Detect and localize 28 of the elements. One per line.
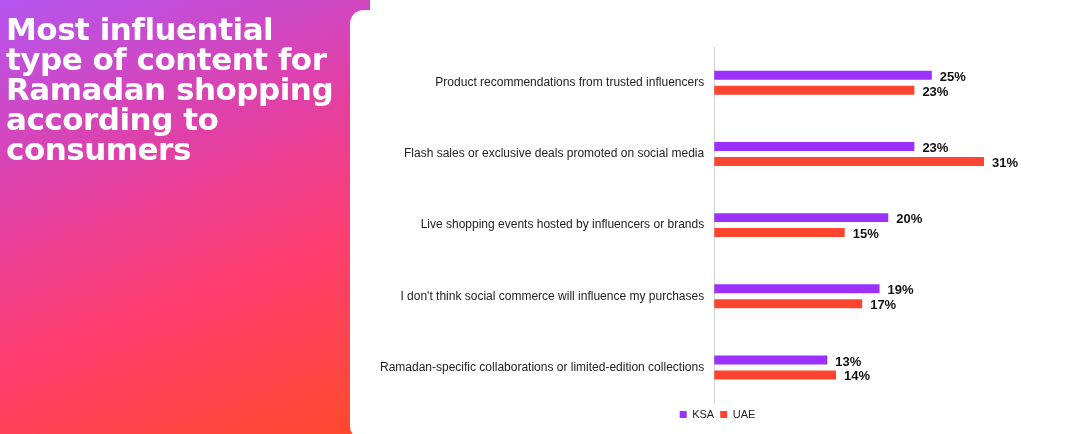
y-tick-label: Ramadan-specific collaborations or limited-edition collections bbox=[380, 359, 705, 374]
data-label: 13% bbox=[835, 353, 862, 369]
legend-label: KSA bbox=[692, 407, 715, 420]
data-label: 14% bbox=[844, 368, 871, 384]
y-tick-label: Live shopping events hosted by influencers or brands bbox=[420, 217, 705, 232]
y-tick-label: I don't think social commerce will influence my purchases bbox=[400, 288, 705, 303]
data-label: 25% bbox=[939, 68, 967, 84]
legend-label: UAE bbox=[732, 407, 756, 420]
bar bbox=[714, 156, 985, 166]
bar bbox=[714, 228, 845, 238]
data-label: 15% bbox=[852, 226, 880, 242]
bar bbox=[714, 299, 863, 309]
bar bbox=[714, 355, 828, 365]
data-label: 19% bbox=[887, 282, 915, 298]
bar bbox=[714, 284, 880, 294]
data-label: 17% bbox=[870, 297, 897, 313]
bar bbox=[714, 370, 837, 380]
data-label: 20% bbox=[896, 211, 923, 227]
data-label: 23% bbox=[922, 140, 949, 156]
y-tick-label: Flash sales or exclusive deals promoted on social media bbox=[404, 146, 705, 161]
bar bbox=[714, 70, 932, 80]
bar bbox=[714, 141, 915, 151]
bar bbox=[714, 85, 915, 95]
y-tick-label: Product recommendations from trusted influencers bbox=[435, 75, 705, 90]
bar bbox=[714, 213, 889, 223]
data-label: 31% bbox=[992, 154, 1019, 170]
data-label: 23% bbox=[922, 83, 949, 99]
text: Most influential type of content for Ramadan shopping according to consumers bbox=[6, 11, 335, 167]
